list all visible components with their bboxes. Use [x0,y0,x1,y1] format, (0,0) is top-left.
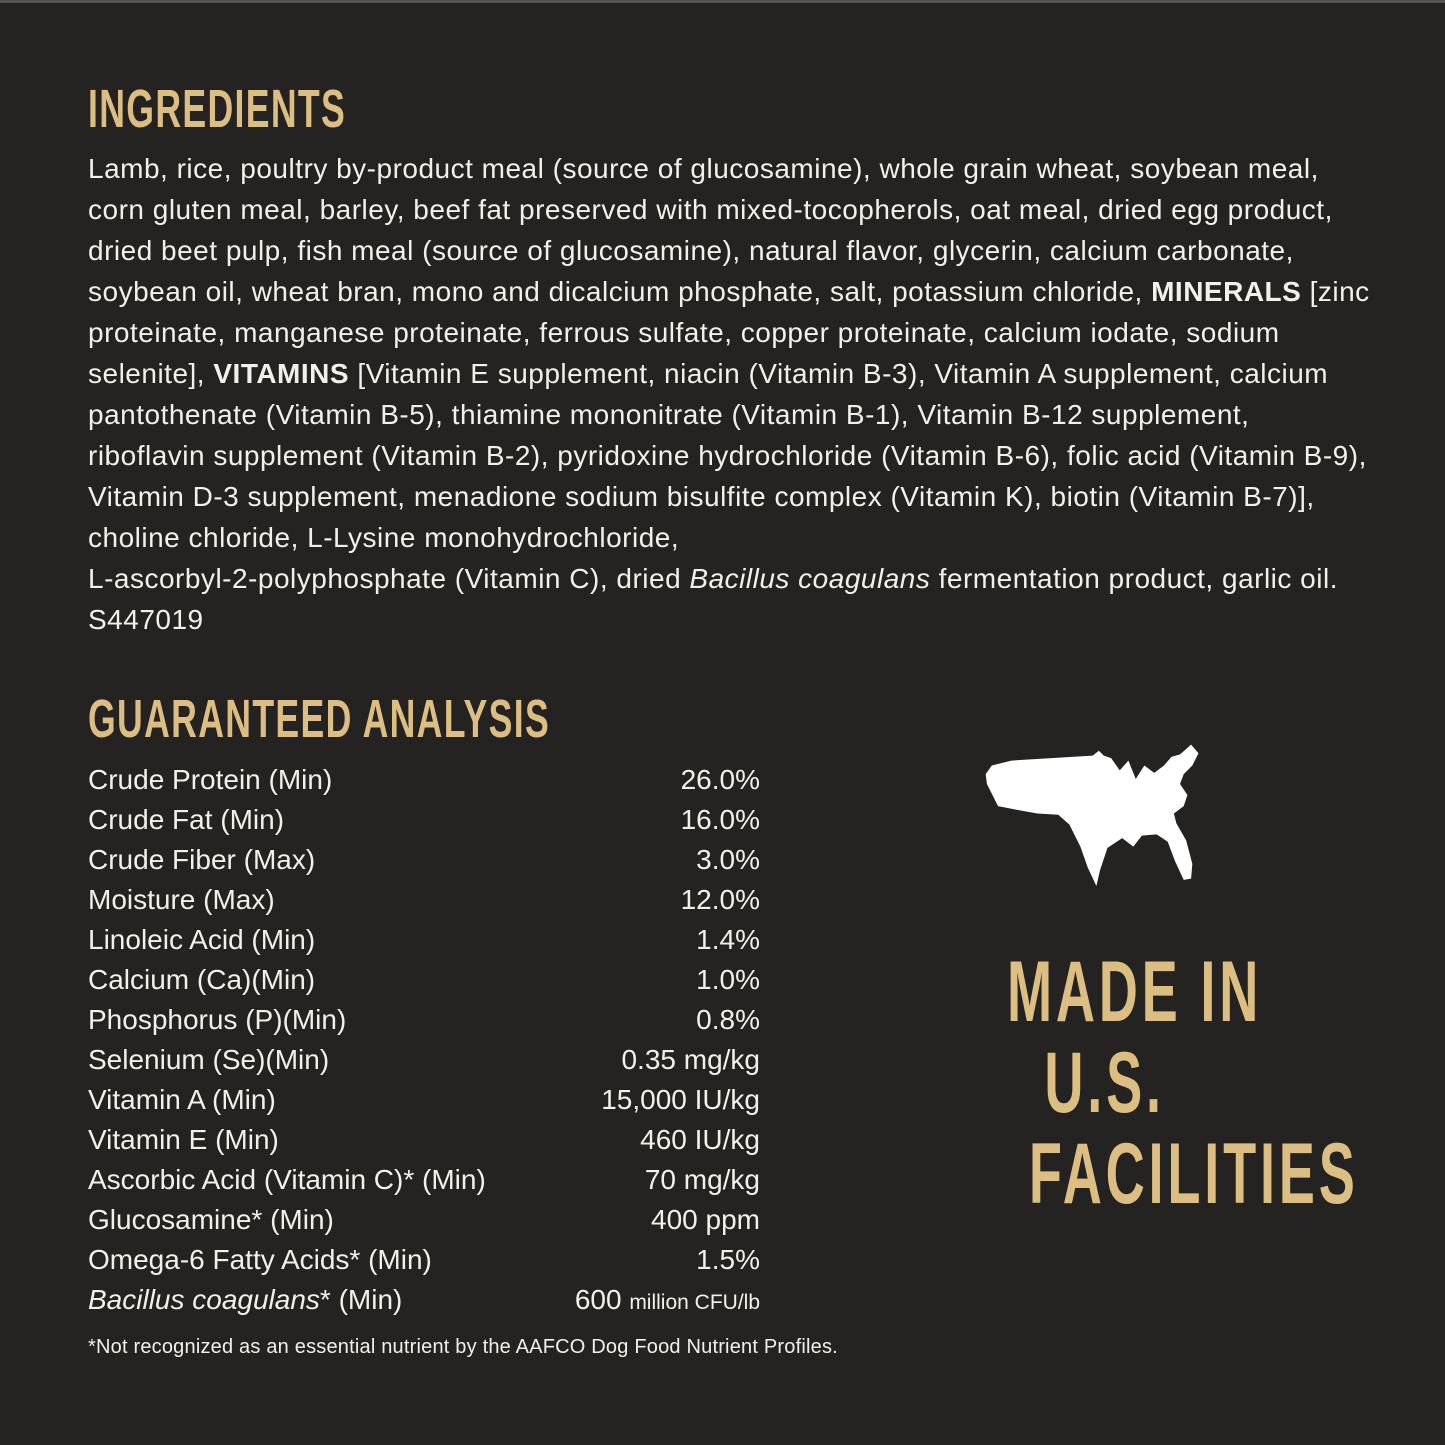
row-label: Ascorbic Acid (Vitamin C)* (Min) [88,1164,486,1195]
table-row: Crude Fiber (Max) 3.0% [88,840,760,880]
row-value: 1.4% [696,924,760,955]
row-label: Glucosamine* (Min) [88,1204,334,1235]
row-value: 15,000 IU/kg [601,1084,760,1115]
row-value: 16.0% [680,804,760,835]
table-row: Crude Fat (Min) 16.0% [88,800,760,840]
made-in-line: MADE IN [932,947,1277,1038]
row-value: 70 mg/kg [644,1164,760,1195]
table-row: Selenium (Se)(Min) 0.35 mg/kg [88,1040,760,1080]
ingredients-heading: INGREDIENTS [88,82,479,136]
table-row: Crude Protein (Min) 26.0% [88,760,760,800]
row-value: 12.0% [680,884,760,915]
made-in-line: FACILITIES [932,1129,1355,1220]
table-row: Glucosamine* (Min) 400 ppm [88,1200,760,1240]
made-in-line-text: MADE IN [1006,944,1263,1040]
row-value: 1.0% [696,964,760,995]
row-label: Vitamin A (Min) [88,1084,276,1115]
made-in-line-text: FACILITIES [1028,1126,1359,1222]
table-row: Vitamin E (Min) 460 IU/kg [88,1120,760,1160]
top-edge-line [0,0,1445,3]
analysis-footnote: *Not recognized as an essential nutrient… [88,1336,838,1358]
table-row: Calcium (Ca)(Min) 1.0% [88,960,760,1000]
row-label: Vitamin E (Min) [88,1124,279,1155]
row-value: 400 ppm [651,1204,760,1235]
table-row: Moisture (Max) 12.0% [88,880,760,920]
table-row: Ascorbic Acid (Vitamin C)* (Min) 70 mg/kg [88,1160,760,1200]
guaranteed-analysis-heading-text: GUARANTEED ANALYSIS [88,689,551,749]
row-label: Crude Fat (Min) [88,804,285,835]
guaranteed-analysis-table: Crude Protein (Min) 26.0% Crude Fat (Min) 1… [88,760,760,1320]
row-value: 0.8% [696,1004,760,1035]
ingredients-text: Lamb, rice, poultry by-product meal (sou… [88,153,1378,635]
made-in-line-text: U.S. [1044,1035,1165,1131]
row-label: Crude Fiber (Max) [88,844,316,875]
row-value: 600 million CFU/lb [574,1284,760,1315]
guaranteed-analysis-heading: GUARANTEED ANALYSIS [88,692,788,746]
usa-map-icon [985,744,1198,887]
row-label: Moisture (Max) [88,884,275,915]
row-value: 26.0% [680,764,760,795]
table-row: Vitamin A (Min) 15,000 IU/kg [88,1080,760,1120]
made-in-line: U.S. [932,1038,1277,1129]
table-row: Omega-6 Fatty Acids* (Min) 1.5% [88,1240,760,1280]
table-row: Bacillus coagulans* (Min) 600 million CFU… [88,1280,760,1320]
ingredients-heading-text: INGREDIENTS [88,79,347,139]
made-in-us-facilities-text: MADE IN U.S. FACILITIES [932,947,1355,1220]
row-value: 3.0% [696,844,760,875]
row-value: 460 IU/kg [640,1124,760,1155]
row-label: Omega-6 Fatty Acids* (Min) [88,1244,432,1275]
row-label: Bacillus coagulans* (Min) [88,1284,403,1315]
table-row: Phosphorus (P)(Min) 0.8% [88,1000,760,1040]
row-value: 1.5% [696,1244,760,1275]
row-label: Selenium (Se)(Min) [88,1044,330,1075]
row-label: Phosphorus (P)(Min) [88,1004,347,1035]
row-value: 0.35 mg/kg [621,1044,760,1075]
row-label: Calcium (Ca)(Min) [88,964,316,995]
row-label: Crude Protein (Min) [88,764,333,795]
row-label: Linoleic Acid (Min) [88,924,316,955]
table-row: Linoleic Acid (Min) 1.4% [88,920,760,960]
made-in-us-block: MADE IN U.S. FACILITIES [932,742,1355,1220]
